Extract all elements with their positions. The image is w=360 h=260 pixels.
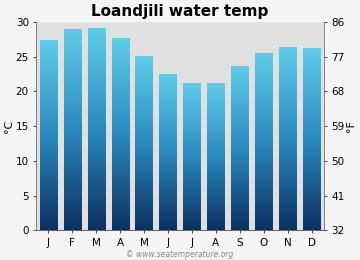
- Text: © www.seatemperature.org: © www.seatemperature.org: [126, 250, 234, 259]
- Y-axis label: °F: °F: [346, 120, 356, 132]
- Y-axis label: °C: °C: [4, 119, 14, 133]
- Title: Loandjili water temp: Loandjili water temp: [91, 4, 269, 19]
